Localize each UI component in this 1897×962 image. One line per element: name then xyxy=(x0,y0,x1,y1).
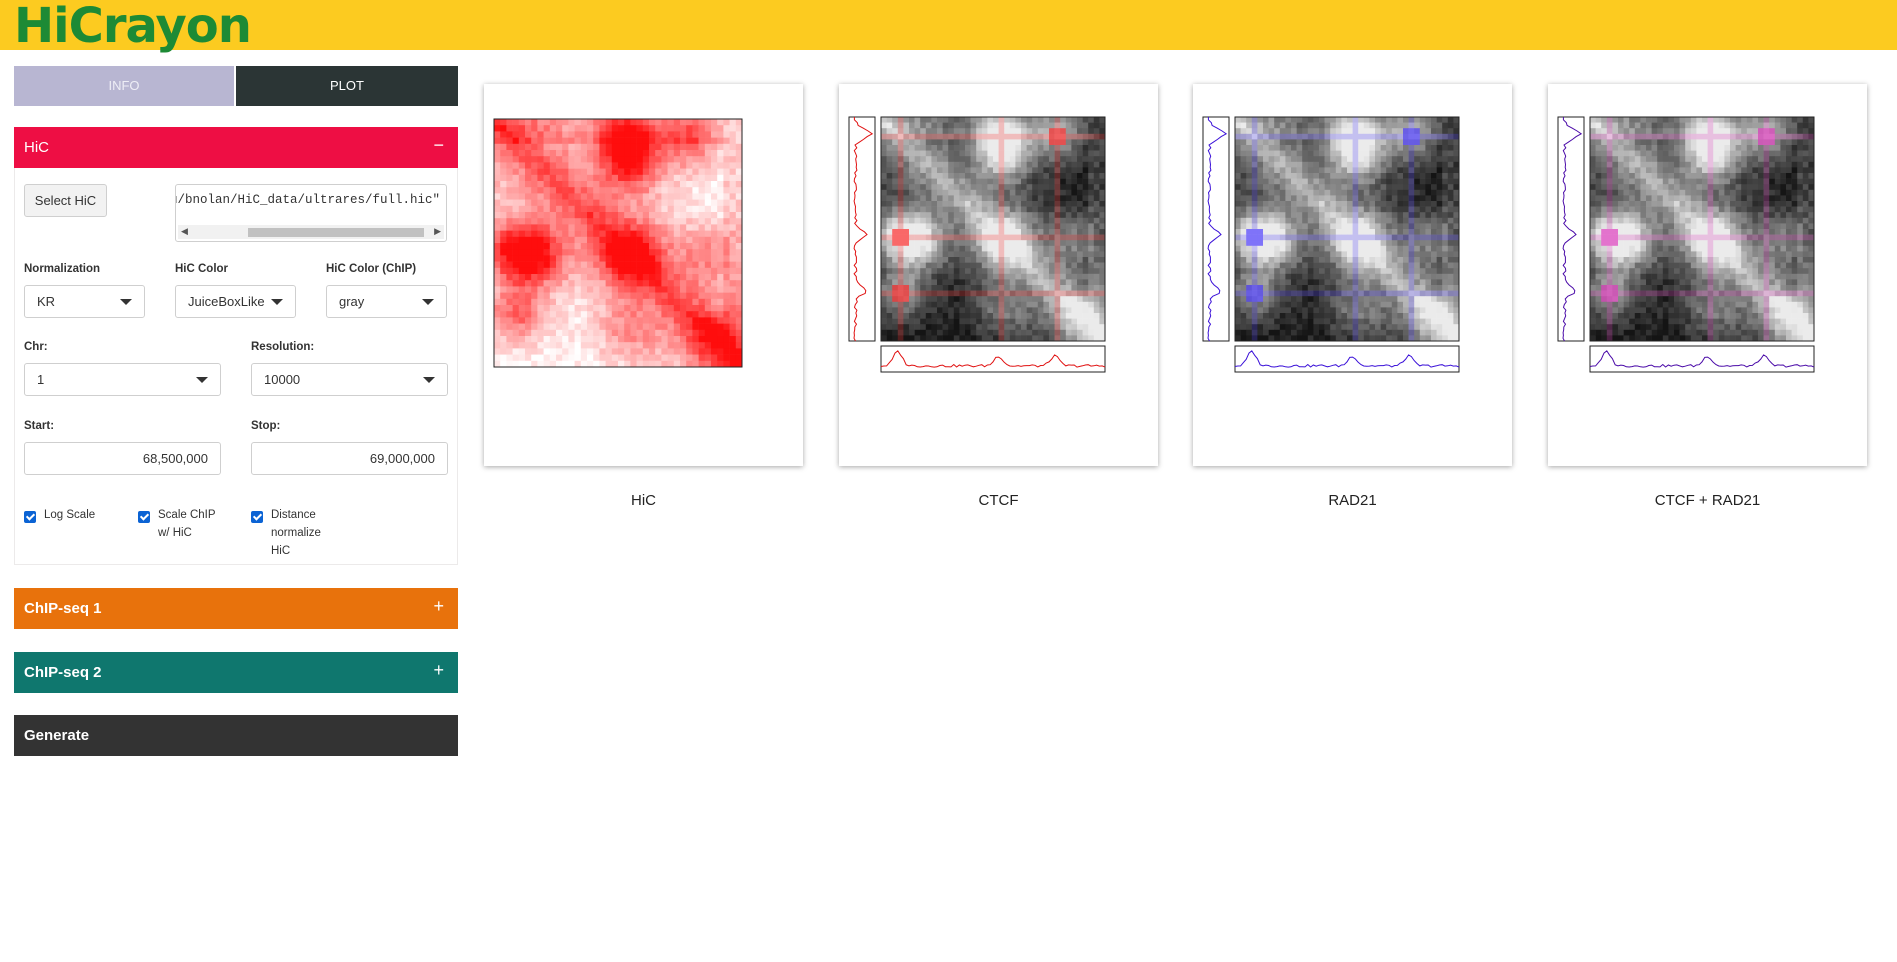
collapse-icon[interactable]: − xyxy=(433,135,444,155)
plot-card-hic xyxy=(484,84,803,466)
stop-label: Stop: xyxy=(251,420,281,432)
resolution-value: 10000 xyxy=(264,372,301,387)
log-scale-checkbox[interactable] xyxy=(24,511,36,523)
app-logo: HiCrayon xyxy=(14,0,252,54)
plot-card-ctcf-rad21 xyxy=(1548,84,1867,466)
resolution-select[interactable]: 10000 xyxy=(251,363,448,396)
hic-panel-title: HiC xyxy=(24,139,49,156)
top-bar: HiCrayon xyxy=(0,0,1897,54)
normalization-select[interactable]: KR xyxy=(24,285,145,318)
hic-color-select[interactable]: JuiceBoxLike xyxy=(175,285,296,318)
dropdown-caret-icon xyxy=(120,299,132,305)
resolution-label: Resolution: xyxy=(251,341,315,353)
chipseq1-panel-header[interactable]: ChIP-seq 1 + xyxy=(14,588,458,629)
chipseq1-panel: ChIP-seq 1 + xyxy=(14,588,458,629)
chipseq2-panel-header[interactable]: ChIP-seq 2 + xyxy=(14,652,458,693)
chipseq2-panel-title: ChIP-seq 2 xyxy=(24,664,102,681)
hic-color-chip-select[interactable]: gray xyxy=(326,285,447,318)
log-scale-label: Log Scale xyxy=(44,509,96,521)
start-input[interactable]: 68,500,000 xyxy=(24,442,221,475)
plot-caption: RAD21 xyxy=(1328,492,1377,509)
hic-contact-map xyxy=(493,118,743,368)
hic-color-chip-label: HiC Color (ChIP) xyxy=(326,263,417,275)
generate-button[interactable]: Generate xyxy=(14,715,458,756)
dropdown-caret-icon xyxy=(196,377,208,383)
plot-card-rad21 xyxy=(1193,84,1512,466)
plot-caption: CTCF + RAD21 xyxy=(1654,492,1761,509)
tab-info[interactable]: INFO xyxy=(14,66,234,106)
horizontal-scrollbar[interactable]: ◀ ▶ xyxy=(178,225,444,239)
hic-panel: HiC − Select HiC lu/bnolan/HiC_data/ultr… xyxy=(14,127,458,565)
chipseq1-panel-title: ChIP-seq 1 xyxy=(24,600,102,617)
hic-color-label: HiC Color xyxy=(175,263,229,275)
plot-card-ctcf xyxy=(839,84,1158,466)
normalization-value: KR xyxy=(37,294,56,309)
plot-caption: HiC xyxy=(631,492,656,509)
chr-label: Chr: xyxy=(24,341,48,353)
file-path-field[interactable]: lu/bnolan/HiC_data/ultrares/full.hic" ◀ … xyxy=(175,184,447,242)
scroll-left-icon[interactable]: ◀ xyxy=(181,226,188,236)
file-path-text: lu/bnolan/HiC_data/ultrares/full.hic" xyxy=(175,193,440,207)
ctcf-overlay-map xyxy=(848,116,1106,373)
hic-color-value: JuiceBoxLike xyxy=(188,294,265,309)
expand-icon[interactable]: + xyxy=(433,660,444,680)
rad21-overlay-map xyxy=(1202,116,1460,373)
dropdown-caret-icon xyxy=(423,377,435,383)
scale-chip-label: Scale ChIP w/ HiC xyxy=(158,509,216,539)
plot-caption: CTCF xyxy=(978,492,1019,509)
normalization-label: Normalization xyxy=(24,263,101,275)
chr-value: 1 xyxy=(37,372,45,387)
select-hic-button[interactable]: Select HiC xyxy=(24,184,107,217)
scroll-thumb[interactable] xyxy=(248,228,424,237)
tab-plot[interactable]: PLOT xyxy=(236,66,458,106)
generate-label: Generate xyxy=(24,727,90,744)
distance-normalize-label: Distance normalize HiC xyxy=(271,509,321,557)
distance-normalize-checkbox[interactable] xyxy=(251,511,263,523)
start-label: Start: xyxy=(24,420,55,432)
scroll-right-icon[interactable]: ▶ xyxy=(434,226,441,236)
chipseq2-panel: ChIP-seq 2 + xyxy=(14,652,458,693)
ctcf-rad21-overlay-map xyxy=(1557,116,1815,373)
generate-panel: Generate xyxy=(14,715,458,756)
expand-icon[interactable]: + xyxy=(433,596,444,616)
dropdown-caret-icon xyxy=(422,299,434,305)
tab-bar: INFO PLOT xyxy=(14,66,458,106)
hic-panel-header[interactable]: HiC − xyxy=(14,127,458,168)
chr-select[interactable]: 1 xyxy=(24,363,221,396)
scale-chip-checkbox[interactable] xyxy=(138,511,150,523)
hic-color-chip-value: gray xyxy=(339,294,365,309)
stop-input[interactable]: 69,000,000 xyxy=(251,442,448,475)
dropdown-caret-icon xyxy=(271,299,283,305)
